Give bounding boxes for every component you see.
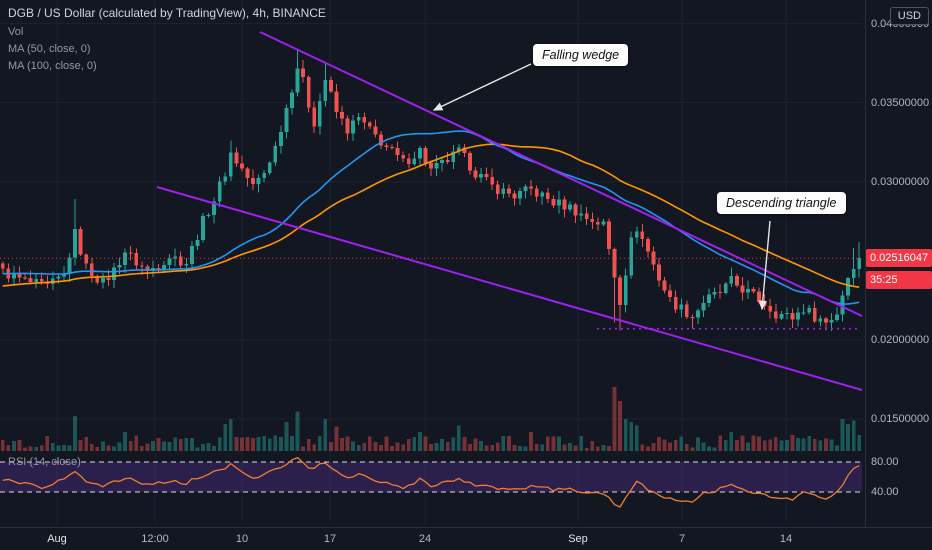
time-tick-label: 14: [779, 533, 793, 545]
rsi-level-label: 40.00: [871, 486, 899, 498]
price-tick-label: 0.03500000: [871, 96, 930, 109]
legend: DGB / US Dollar (calculated by TradingVi…: [8, 6, 326, 77]
price-axis[interactable]: 0.02516047 35:25 0.040000000.035000000.0…: [865, 0, 932, 527]
annotation-arrows: [432, 63, 771, 311]
falling-wedge-lower-line[interactable]: [156, 186, 863, 391]
rsi-indicator-label[interactable]: RSI (14, close): [8, 456, 81, 468]
time-tick-label: Sep: [568, 533, 588, 545]
time-axis[interactable]: Aug 12:00 10 17 24 Sep 7 14: [0, 527, 932, 550]
time-tick-label: 17: [323, 533, 337, 545]
time-tick-label: Aug: [47, 533, 67, 545]
last-price-label: 0.02516047: [866, 249, 932, 268]
time-tick-label: 12:00: [141, 533, 169, 545]
currency-toggle-button[interactable]: USD: [889, 7, 929, 25]
ma50-indicator-label[interactable]: MA (50, close, 0): [8, 43, 91, 55]
volume-indicator-label[interactable]: Vol: [8, 26, 24, 38]
rsi-band-fill: [0, 462, 862, 492]
price-tick-label: 0.01500000: [871, 412, 930, 425]
price-tick-label: 0.02000000: [871, 333, 930, 346]
rsi-line: [2, 456, 860, 508]
grid-lines: [0, 0, 862, 523]
time-tick-label: 7: [678, 533, 686, 545]
falling-wedge-upper-line[interactable]: [259, 31, 863, 317]
ma-100-line[interactable]: [2, 143, 860, 288]
bar-countdown-label: 35:25: [866, 271, 932, 290]
rsi-level-label: 80.00: [871, 456, 899, 468]
price-tick-label: 0.03000000: [871, 175, 930, 188]
symbol-title[interactable]: DGB / US Dollar (calculated by TradingVi…: [8, 6, 326, 20]
volume-bars: [0, 387, 862, 451]
annotation-descending-triangle[interactable]: Descending triangle: [717, 192, 846, 214]
ma100-indicator-label[interactable]: MA (100, close, 0): [8, 60, 97, 72]
time-tick-label: 10: [235, 533, 249, 545]
annotation-falling-wedge[interactable]: Falling wedge: [533, 44, 629, 66]
candlesticks: [0, 48, 862, 332]
ma-50-line[interactable]: [2, 130, 860, 305]
time-tick-label: 24: [418, 533, 432, 545]
